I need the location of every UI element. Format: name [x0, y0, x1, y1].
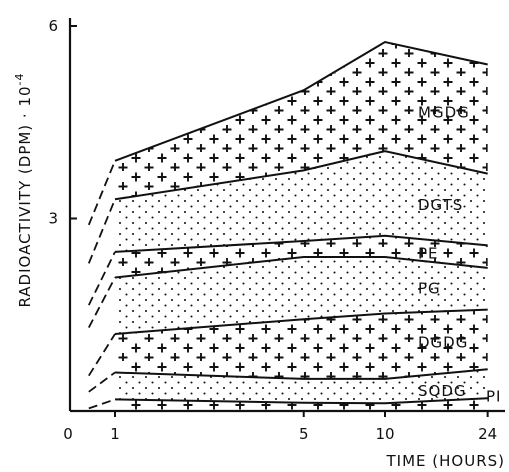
y-tick-label: 6: [48, 17, 58, 35]
layer-label-dgts: DGTS: [418, 196, 463, 214]
layer-label-sqdg: SQDG: [418, 382, 467, 400]
extrapolation-line-pi: [88, 398, 116, 410]
boundary-line-pi: [114, 397, 488, 405]
layer-fill-mgdg: [115, 42, 488, 200]
extrapolation-line-mgdg: [87, 160, 116, 226]
y-axis-label-exponent: -4: [13, 72, 26, 85]
layer-fills: [115, 42, 488, 411]
extrapolation-line-dgts: [87, 198, 116, 264]
layer-label-pi: PI: [486, 388, 501, 406]
extrapolation-line-dgdg: [88, 333, 116, 377]
extrapolation-line-pe: [87, 251, 116, 306]
x-tick-label: 24: [478, 425, 497, 443]
boundary-line-dgdg: [114, 308, 488, 335]
boundary-line-pg: [114, 256, 488, 279]
y-axis-label: RADIOACTIVITY (DPM) · 10-4: [13, 72, 34, 307]
y-ticks: 36: [48, 17, 77, 228]
x-axis-label: TIME (HOURS): [386, 452, 506, 470]
y-tick-label: 3: [48, 210, 58, 228]
boundary-line-mgdg: [114, 40, 488, 162]
extrapolation-line-sqdg: [88, 371, 116, 393]
layer-fill-dgts: [115, 151, 488, 252]
layer-label-pe: PE: [418, 245, 439, 263]
layer-label-mgdg: MGDG: [418, 104, 470, 122]
layer-label-dgdg: DGDG: [418, 334, 468, 352]
layer-label-pg: PG: [418, 280, 441, 298]
layer-fill-sqdg: [115, 369, 488, 404]
x-tick-label: 0: [63, 425, 73, 443]
layer-fill-pg: [115, 257, 488, 334]
x-ticks: 0 1 5 10 24: [63, 411, 497, 443]
boundary-lines: [87, 40, 488, 410]
extrapolation-line-pg: [88, 277, 116, 329]
boundary-line-dgts: [114, 150, 488, 201]
layer-labels: PI SQDG DGDG PG PE DGTS MGDG: [418, 104, 501, 406]
boundary-line-pe: [114, 234, 488, 253]
x-tick-label: 10: [375, 425, 394, 443]
x-tick-label: 1: [110, 425, 120, 443]
boundary-line-sqdg: [114, 368, 488, 380]
y-axis-label-main: RADIOACTIVITY (DPM) · 10: [16, 85, 34, 307]
x-tick-label: 5: [299, 425, 309, 443]
